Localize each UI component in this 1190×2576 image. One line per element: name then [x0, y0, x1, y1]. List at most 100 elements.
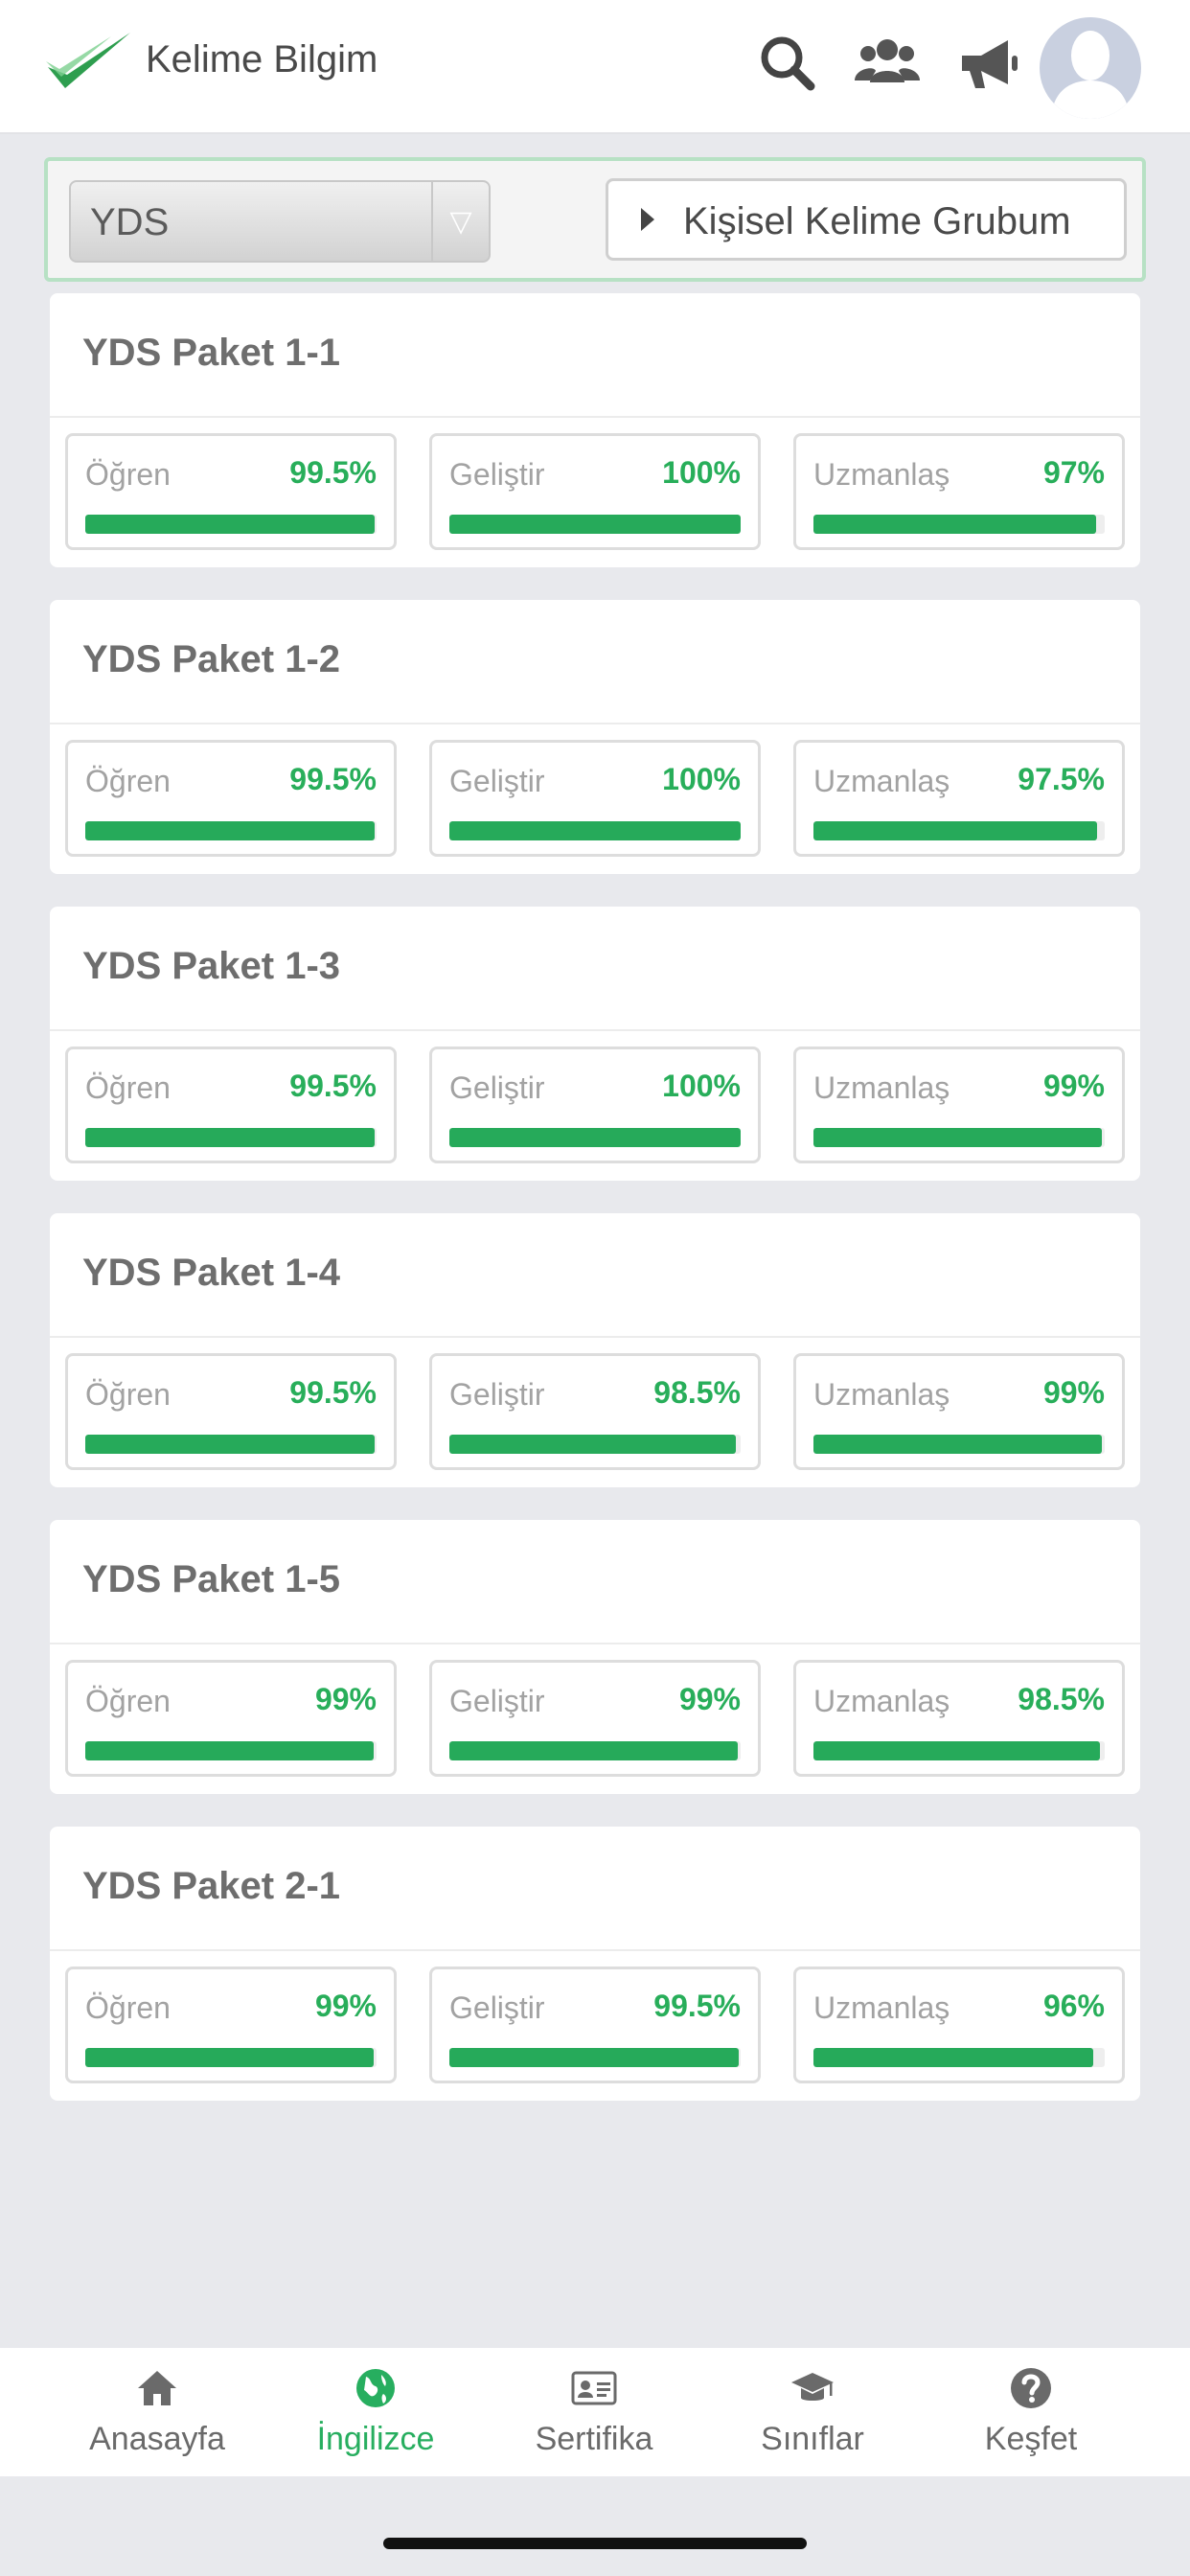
question-icon — [1011, 2368, 1051, 2408]
divider — [50, 416, 1140, 418]
stat-master[interactable]: Uzmanlaş 97.5% — [793, 740, 1125, 857]
stat-label: Geliştir — [449, 764, 545, 798]
progress-bar — [85, 1741, 377, 1760]
package-title: YDS Paket 1-2 — [82, 638, 341, 680]
stat-learn[interactable]: Öğren 99.5% — [65, 740, 397, 857]
search-icon[interactable] — [753, 29, 822, 98]
divider — [50, 1643, 1140, 1644]
megaphone-icon[interactable] — [954, 29, 1023, 98]
progress-fill — [85, 2048, 374, 2067]
bottom-tab-bar: Anasayfa İngilizce Sertifika Sınıflar — [0, 2348, 1190, 2476]
tab-classes[interactable]: Sınıflar — [694, 2348, 931, 2476]
home-indicator[interactable] — [383, 2538, 807, 2549]
stat-value: 97% — [1042, 455, 1105, 490]
package-card[interactable]: YDS Paket 2-1 Öğren 99% Geliştir 99.5% U… — [50, 1827, 1140, 2101]
stat-value: 99% — [678, 1682, 741, 1716]
home-icon — [138, 2371, 176, 2405]
tab-label: Sertifika — [535, 2421, 653, 2457]
package-title: YDS Paket 2-1 — [82, 1865, 341, 1907]
stat-develop[interactable]: Geliştir 100% — [429, 740, 761, 857]
progress-fill — [449, 1435, 737, 1454]
stat-label: Uzmanlaş — [813, 1070, 950, 1105]
stat-learn[interactable]: Öğren 99% — [65, 1660, 397, 1777]
progress-fill — [85, 515, 376, 534]
progress-fill — [85, 1128, 376, 1147]
progress-bar — [449, 821, 741, 840]
stat-label: Uzmanlaş — [813, 1684, 950, 1718]
stat-develop[interactable]: Geliştir 100% — [429, 1046, 761, 1163]
stat-learn[interactable]: Öğren 99.5% — [65, 1353, 397, 1470]
stat-learn[interactable]: Öğren 99.5% — [65, 1046, 397, 1163]
progress-bar — [813, 2048, 1105, 2067]
package-card[interactable]: YDS Paket 1-3 Öğren 99.5% Geliştir 100% … — [50, 907, 1140, 1181]
progress-bar — [85, 2048, 377, 2067]
stat-value: 99% — [1042, 1375, 1105, 1410]
app-title: Kelime Bilgim — [146, 38, 378, 80]
progress-bar — [449, 515, 741, 534]
package-card[interactable]: YDS Paket 1-4 Öğren 99.5% Geliştir 98.5%… — [50, 1213, 1140, 1487]
divider — [50, 1949, 1140, 1951]
package-card[interactable]: YDS Paket 1-5 Öğren 99% Geliştir 99% Uzm… — [50, 1520, 1140, 1794]
stat-label: Öğren — [85, 457, 171, 492]
stat-label: Öğren — [85, 1684, 171, 1718]
stat-master[interactable]: Uzmanlaş 98.5% — [793, 1660, 1125, 1777]
progress-fill — [813, 515, 1096, 534]
stat-learn[interactable]: Öğren 99.5% — [65, 433, 397, 550]
tab-english[interactable]: İngilizce — [257, 2348, 494, 2476]
tab-discover[interactable]: Keşfet — [912, 2348, 1150, 2476]
stat-value: 99.5% — [289, 762, 377, 796]
progress-fill — [449, 515, 741, 534]
tab-home[interactable]: Anasayfa — [38, 2348, 276, 2476]
stat-value: 96% — [1042, 1989, 1105, 2023]
filter-bar: YDS ▽ Kişisel Kelime Grubum — [44, 157, 1146, 282]
progress-fill — [449, 1128, 741, 1147]
divider — [50, 723, 1140, 724]
progress-fill — [449, 821, 741, 840]
logo-check-icon — [46, 33, 130, 88]
package-title: YDS Paket 1-1 — [82, 332, 341, 374]
stat-develop[interactable]: Geliştir 99% — [429, 1660, 761, 1777]
tab-certificate[interactable]: Sertifika — [475, 2348, 713, 2476]
progress-bar — [449, 1128, 741, 1147]
tab-label: Anasayfa — [89, 2421, 225, 2457]
stat-label: Geliştir — [449, 1070, 545, 1105]
stat-master[interactable]: Uzmanlaş 96% — [793, 1966, 1125, 2083]
progress-bar — [85, 1128, 377, 1147]
package-title: YDS Paket 1-5 — [82, 1558, 341, 1600]
stat-master[interactable]: Uzmanlaş 99% — [793, 1353, 1125, 1470]
stat-develop[interactable]: Geliştir 100% — [429, 433, 761, 550]
progress-fill — [85, 821, 376, 840]
package-title: YDS Paket 1-3 — [82, 945, 341, 987]
stat-value: 98.5% — [653, 1375, 741, 1410]
progress-fill — [85, 1741, 374, 1760]
progress-bar — [813, 821, 1105, 840]
id-card-icon — [571, 2371, 617, 2405]
tab-label: Sınıflar — [761, 2421, 864, 2457]
stat-label: Uzmanlaş — [813, 764, 950, 798]
divider — [50, 1336, 1140, 1338]
stat-learn[interactable]: Öğren 99% — [65, 1966, 397, 2083]
stat-value: 100% — [662, 762, 741, 796]
avatar[interactable] — [1040, 17, 1141, 119]
stat-develop[interactable]: Geliştir 98.5% — [429, 1353, 761, 1470]
package-title: YDS Paket 1-4 — [82, 1252, 341, 1294]
users-icon[interactable] — [853, 29, 922, 98]
package-card[interactable]: YDS Paket 1-2 Öğren 99.5% Geliştir 100% … — [50, 600, 1140, 874]
stat-develop[interactable]: Geliştir 99.5% — [429, 1966, 761, 2083]
stat-label: Uzmanlaş — [813, 1990, 950, 2025]
package-type-select[interactable]: YDS ▽ — [69, 180, 491, 263]
stat-value: 99.5% — [289, 1375, 377, 1410]
stat-master[interactable]: Uzmanlaş 97% — [793, 433, 1125, 550]
progress-bar — [449, 2048, 741, 2067]
stat-label: Geliştir — [449, 1990, 545, 2025]
stat-label: Öğren — [85, 1990, 171, 2025]
personal-word-group-button[interactable]: Kişisel Kelime Grubum — [606, 178, 1127, 261]
package-card[interactable]: YDS Paket 1-1 Öğren 99.5% Geliştir 100% … — [50, 293, 1140, 567]
progress-fill — [449, 1741, 738, 1760]
stat-value: 99.5% — [289, 1069, 377, 1103]
personal-word-group-label: Kişisel Kelime Grubum — [683, 200, 1071, 242]
progress-fill — [813, 1435, 1102, 1454]
stat-master[interactable]: Uzmanlaş 99% — [793, 1046, 1125, 1163]
stat-value: 97.5% — [1018, 762, 1105, 796]
progress-fill — [813, 2048, 1093, 2067]
